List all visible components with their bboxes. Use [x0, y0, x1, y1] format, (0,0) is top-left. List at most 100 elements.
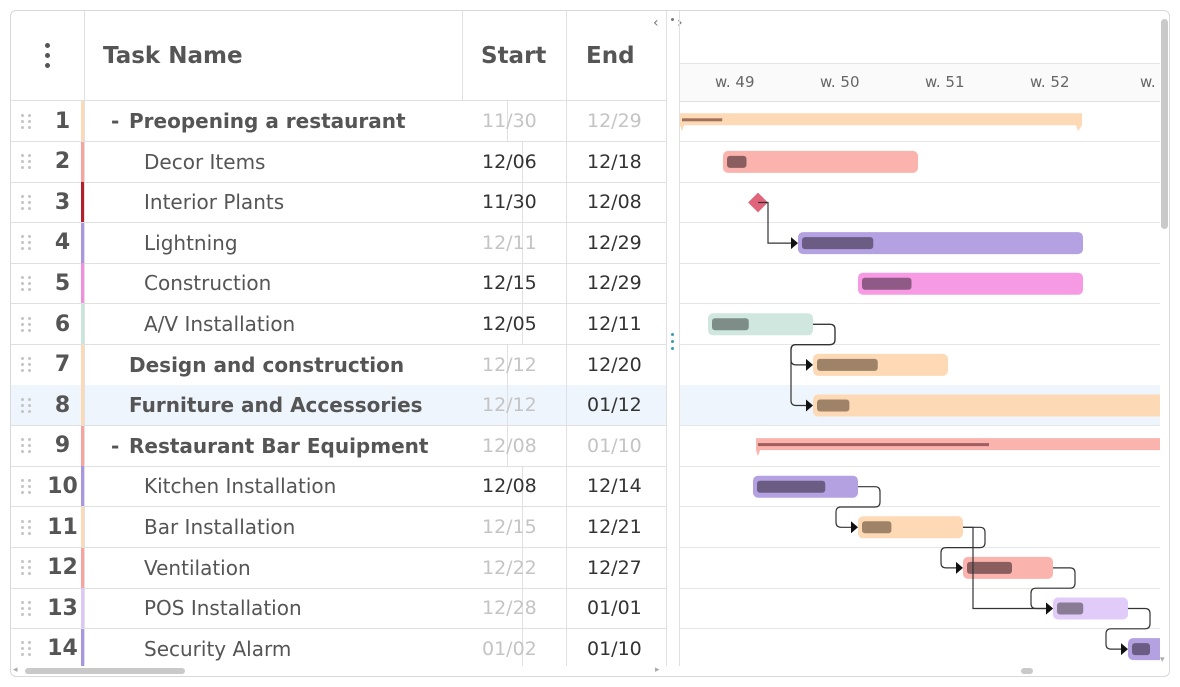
task-start-cell[interactable]: 12/12	[463, 344, 567, 385]
task-end-cell[interactable]: 01/10	[587, 434, 642, 457]
task-start-cell[interactable]: 12/08	[463, 425, 567, 466]
table-row[interactable]: 5 Construction 12/15 12/29	[11, 263, 666, 305]
table-row[interactable]: 8 Furniture and Accessories 12/12 01/12	[11, 385, 666, 427]
drag-handle-icon[interactable]	[11, 263, 41, 303]
task-start-cell[interactable]: 12/22	[463, 547, 567, 588]
drag-handle-icon[interactable]	[11, 345, 41, 385]
task-end-cell[interactable]: 12/11	[587, 313, 642, 335]
task-bar[interactable]	[723, 150, 918, 173]
table-row[interactable]: 9- Restaurant Bar Equipment 12/08 01/10	[11, 425, 666, 467]
task-start-cell[interactable]: 12/11	[463, 222, 567, 263]
task-start-cell[interactable]: 12/28	[463, 588, 567, 629]
column-header-end[interactable]: End	[586, 42, 635, 69]
drag-handle-icon[interactable]	[11, 182, 41, 222]
task-name-cell[interactable]: Bar Installation	[85, 507, 523, 547]
task-end-cell[interactable]: 12/27	[587, 556, 642, 579]
task-name-cell[interactable]: - Restaurant Bar Equipment	[85, 425, 508, 466]
task-end-cell[interactable]: 12/20	[587, 353, 642, 376]
table-row[interactable]: 7 Design and construction 12/12 12/20	[11, 344, 666, 386]
column-header-task-name[interactable]: Task Name	[85, 11, 463, 100]
scroll-down-icon[interactable]: ▾	[1160, 655, 1165, 665]
task-name-cell[interactable]: - Preopening a restaurant	[85, 101, 508, 141]
collapse-toggle-icon[interactable]: -	[111, 109, 120, 133]
drag-handle-icon[interactable]	[11, 548, 41, 588]
dependency-link[interactable]	[940, 526, 986, 569]
dependency-link[interactable]	[790, 323, 836, 407]
drag-handle-icon[interactable]	[11, 466, 41, 506]
scroll-right-icon[interactable]: ▸	[655, 665, 660, 675]
task-name-cell[interactable]: POS Installation	[85, 588, 523, 629]
task-name-cell[interactable]: Interior Plants	[85, 182, 523, 223]
task-name: Construction	[144, 271, 272, 296]
table-row[interactable]: 13 POS Installation 12/28 01/01	[11, 588, 666, 630]
table-row[interactable]: 2 Decor Items 12/06 12/18	[11, 141, 666, 183]
gantt-widget: Task Name Start End 1- Preopening a resta…	[10, 10, 1170, 677]
column-menu-button[interactable]	[11, 11, 85, 100]
table-row[interactable]: 10 Kitchen Installation 12/08 12/14	[11, 466, 666, 508]
timeline-row	[680, 548, 1160, 589]
task-end-cell[interactable]: 01/01	[587, 597, 642, 620]
task-start-cell[interactable]: 12/08	[463, 466, 567, 507]
task-start-cell[interactable]: 01/02	[463, 628, 567, 666]
task-start-cell[interactable]: 12/06	[463, 141, 567, 182]
task-name-cell[interactable]: Design and construction	[85, 344, 508, 385]
dependency-link[interactable]	[1030, 567, 1076, 610]
task-name-cell[interactable]: Construction	[85, 263, 523, 304]
task-name-cell[interactable]: Security Alarm	[85, 628, 523, 666]
column-header-start[interactable]: Start	[463, 11, 567, 100]
task-end-cell[interactable]: 12/18	[587, 150, 642, 173]
task-start-cell[interactable]: 12/15	[463, 507, 567, 547]
summary-bar[interactable]	[680, 113, 1082, 132]
task-end-cell[interactable]: 12/21	[587, 516, 642, 538]
task-end-cell[interactable]: 01/10	[587, 637, 642, 660]
dependency-link[interactable]	[1105, 607, 1151, 650]
drag-handle-icon[interactable]	[11, 385, 41, 425]
table-row[interactable]: 11 Bar Installation 12/15 12/21	[11, 507, 666, 548]
drag-handle-icon[interactable]	[11, 304, 41, 344]
drag-handle-icon[interactable]	[11, 588, 41, 628]
task-bar[interactable]	[858, 272, 1083, 295]
collapse-left-icon[interactable]: ‹	[653, 15, 659, 31]
task-end-cell[interactable]: 01/12	[587, 394, 642, 417]
task-start-cell[interactable]: 11/30	[463, 101, 567, 141]
collapse-toggle-icon[interactable]: -	[111, 433, 120, 458]
drag-handle-icon[interactable]	[11, 426, 41, 466]
task-start-cell[interactable]: 11/30	[463, 182, 567, 223]
splitter-handle-icon[interactable]	[671, 333, 674, 336]
drag-handle-icon[interactable]	[11, 142, 41, 182]
vertical-scrollbar[interactable]	[1161, 19, 1168, 229]
table-row[interactable]: 12 Ventilation 12/22 12/27	[11, 547, 666, 589]
task-bar[interactable]	[813, 394, 1160, 417]
dependency-link[interactable]	[963, 526, 1047, 610]
task-start-cell[interactable]: 12/12	[463, 385, 567, 426]
table-row[interactable]: 14 Security Alarm 01/02 01/10	[11, 628, 666, 666]
summary-bar[interactable]	[756, 438, 1160, 457]
task-end-cell[interactable]: 12/29	[587, 231, 642, 254]
task-end-cell[interactable]: 12/08	[587, 191, 642, 214]
task-start-cell[interactable]: 12/15	[463, 263, 567, 304]
drag-handle-icon[interactable]	[11, 507, 41, 547]
task-name-cell[interactable]: Lightning	[85, 222, 523, 263]
task-end-cell[interactable]: 12/29	[587, 110, 642, 132]
grid-horizontal-scrollbar[interactable]	[25, 668, 185, 674]
dependency-link[interactable]	[835, 486, 881, 528]
task-end-cell[interactable]: 12/14	[587, 475, 642, 498]
dependency-link[interactable]	[758, 201, 792, 244]
drag-handle-icon[interactable]	[11, 629, 41, 666]
table-row[interactable]: 1- Preopening a restaurant 11/30 12/29	[11, 101, 666, 142]
task-name-cell[interactable]: Decor Items	[85, 141, 523, 182]
drag-handle-icon[interactable]	[11, 223, 41, 263]
task-name-cell[interactable]: Ventilation	[85, 547, 523, 588]
splitter[interactable]: ‹ ›	[653, 11, 683, 676]
scroll-left-icon[interactable]: ◂	[13, 665, 18, 675]
drag-handle-icon[interactable]	[11, 101, 41, 141]
task-name-cell[interactable]: Furniture and Accessories	[85, 385, 508, 426]
table-row[interactable]: 4 Lightning 12/11 12/29	[11, 222, 666, 264]
chart-horizontal-scrollbar[interactable]	[1021, 668, 1033, 674]
table-row[interactable]: 3 Interior Plants 11/30 12/08	[11, 182, 666, 224]
task-start-cell[interactable]: 12/05	[463, 304, 567, 344]
task-name-cell[interactable]: A/V Installation	[85, 304, 523, 344]
table-row[interactable]: 6 A/V Installation 12/05 12/11	[11, 304, 666, 345]
task-name-cell[interactable]: Kitchen Installation	[85, 466, 523, 507]
task-end-cell[interactable]: 12/29	[587, 272, 642, 295]
